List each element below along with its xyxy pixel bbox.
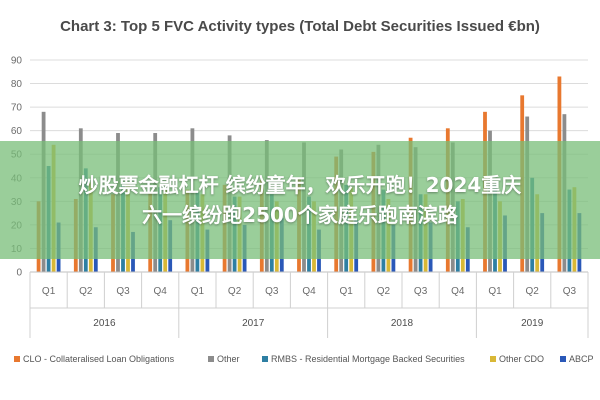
x-axis: Q1 Q2 Q3 Q4 Q1 Q2 Q3 Q4 Q1 Q2 Q3 Q4 Q1 Q2 Q3 2016 2017 20… bbox=[29, 271, 589, 338]
legend-swatch bbox=[490, 356, 496, 362]
x-tick-label: Q2 bbox=[228, 286, 242, 297]
legend-label: Other CDO bbox=[499, 354, 544, 364]
y-tick-label: 0 bbox=[16, 268, 22, 279]
overlay-line-1: 炒股票金融杠杆 缤纷童年，欢乐开跑！2024重庆 bbox=[78, 173, 522, 197]
chart-title: Chart 3: Top 5 FVC Activity types (Total… bbox=[60, 18, 540, 35]
year-label: 2016 bbox=[93, 318, 116, 329]
legend: CLO - Collateralised Loan Obligations Oth… bbox=[14, 354, 594, 364]
x-tick-label: Q2 bbox=[377, 286, 391, 297]
y-tick-label: 70 bbox=[11, 103, 23, 114]
year-label: 2019 bbox=[521, 318, 544, 329]
legend-swatch bbox=[560, 356, 566, 362]
y-tick-label: 80 bbox=[11, 79, 23, 90]
overlay-line-2: 六一缤纷跑2500个家庭乐跑南滨路 bbox=[142, 203, 458, 227]
x-tick-label: Q1 bbox=[191, 286, 205, 297]
x-tick-label: Q1 bbox=[488, 286, 502, 297]
x-tick-label: Q2 bbox=[79, 286, 93, 297]
x-tick-label: Q4 bbox=[451, 286, 465, 297]
legend-swatch bbox=[208, 356, 214, 362]
x-tick-label: Q2 bbox=[526, 286, 540, 297]
legend-swatch bbox=[262, 356, 268, 362]
legend-item: ABCP bbox=[560, 354, 594, 364]
y-tick-label: 90 bbox=[11, 56, 23, 67]
y-tick-label: 60 bbox=[11, 126, 23, 137]
legend-label: CLO - Collateralised Loan Obligations bbox=[23, 354, 175, 364]
x-tick-label: Q4 bbox=[154, 286, 168, 297]
x-tick-label: Q3 bbox=[414, 286, 428, 297]
legend-label: RMBS - Residential Mortgage Backed Secur… bbox=[271, 354, 465, 364]
x-tick-label: Q3 bbox=[265, 286, 279, 297]
text-overlay-banner: 炒股票金融杠杆 缤纷童年，欢乐开跑！2024重庆 六一缤纷跑2500个家庭乐跑南… bbox=[0, 141, 600, 259]
legend-label: Other bbox=[217, 354, 240, 364]
x-tick-label: Q3 bbox=[563, 286, 577, 297]
x-tick-label: Q3 bbox=[116, 286, 130, 297]
x-tick-label: Q4 bbox=[302, 286, 316, 297]
legend-item: Other bbox=[208, 354, 240, 364]
year-label: 2017 bbox=[242, 318, 265, 329]
legend-swatch bbox=[14, 356, 20, 362]
year-label: 2018 bbox=[391, 318, 414, 329]
legend-item: Other CDO bbox=[490, 354, 544, 364]
legend-item: RMBS - Residential Mortgage Backed Secur… bbox=[262, 354, 465, 364]
legend-label: ABCP bbox=[569, 354, 594, 364]
x-tick-label: Q1 bbox=[42, 286, 56, 297]
x-tick-label: Q1 bbox=[340, 286, 354, 297]
legend-item: CLO - Collateralised Loan Obligations bbox=[14, 354, 175, 364]
